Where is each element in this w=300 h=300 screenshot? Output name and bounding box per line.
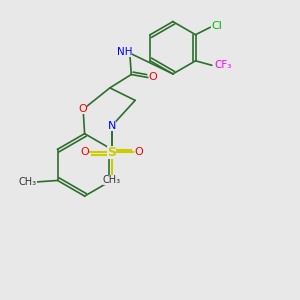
Text: O: O [135,147,143,157]
Text: Cl: Cl [212,21,222,31]
Text: N: N [107,121,116,131]
Text: O: O [80,147,89,157]
Text: O: O [79,104,88,114]
Text: CH₃: CH₃ [103,175,121,185]
Text: CH₃: CH₃ [19,177,37,187]
Text: O: O [148,73,157,82]
Text: CF₃: CF₃ [214,60,232,70]
Text: NH: NH [117,46,132,57]
Text: S: S [107,146,116,159]
